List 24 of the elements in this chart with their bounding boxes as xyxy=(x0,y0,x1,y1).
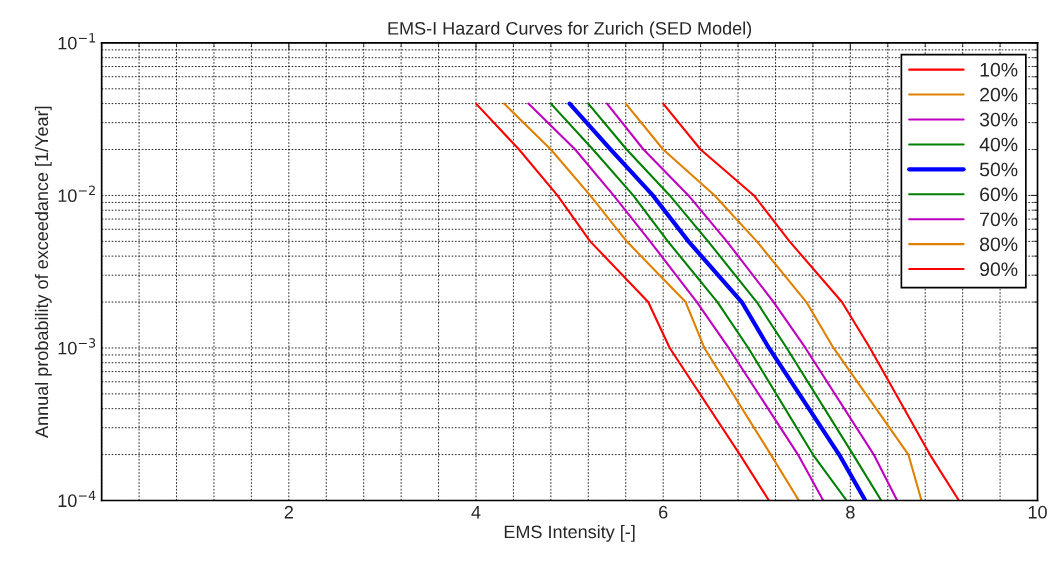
line-series xyxy=(662,102,960,501)
x-tick-label: 2 xyxy=(284,505,293,519)
line-series xyxy=(503,102,800,501)
x-tick-label: 10 xyxy=(1028,505,1047,519)
y-axis-title: Annual probability of exceedance [1/Year] xyxy=(34,106,52,438)
y-tick-label: 10$^{−2}$ xyxy=(58,185,95,203)
y-tick-label: 10$^{−4}$ xyxy=(58,490,96,508)
legend-label: 50% xyxy=(979,162,1018,177)
legend-label: 40% xyxy=(979,137,1018,152)
line-series xyxy=(474,102,770,501)
legend-label: 70% xyxy=(980,212,1018,227)
legend-label: 20% xyxy=(980,87,1018,102)
legend-label: 60% xyxy=(980,187,1018,202)
y-tick-label: 10$^{−1}$ xyxy=(58,33,95,50)
x-tick-label: 4 xyxy=(471,506,481,519)
y-tick-label: 10$^{−3}$ xyxy=(58,338,96,355)
chart-title: EMS-I Hazard Curves for Zurich (SED Model) xyxy=(388,21,752,39)
legend-label: 30% xyxy=(979,112,1018,127)
legend-label: 80% xyxy=(980,237,1018,252)
legend-label: 90% xyxy=(980,262,1018,277)
x-tick-label: 6 xyxy=(659,505,668,519)
legend-label: 10% xyxy=(980,62,1018,77)
x-tick-label: 8 xyxy=(846,505,855,519)
x-axis-title: EMS Intensity [-] xyxy=(504,524,635,542)
